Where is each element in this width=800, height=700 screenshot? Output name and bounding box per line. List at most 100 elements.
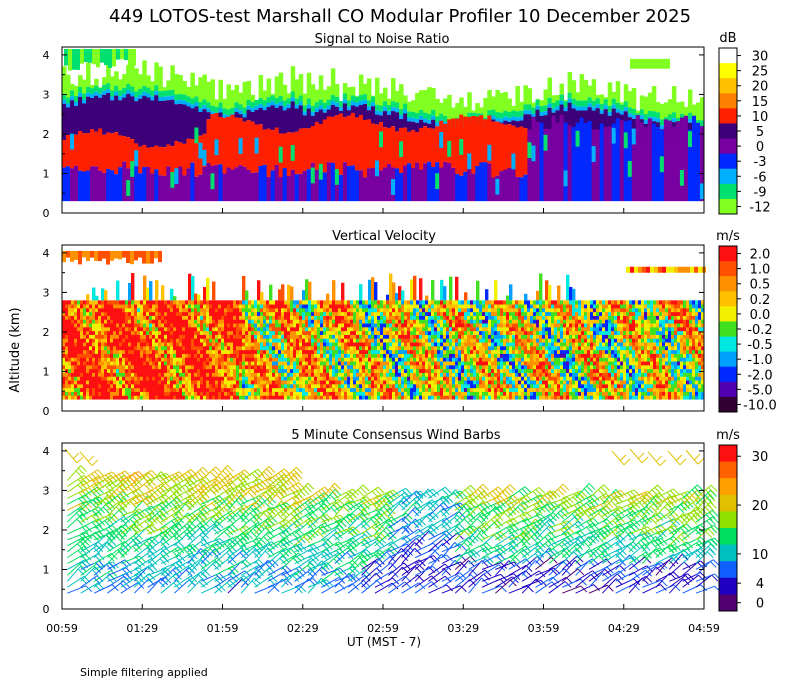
velocity-cell <box>182 383 186 389</box>
velocity-cell <box>77 319 81 324</box>
velocity-cell <box>350 357 354 362</box>
velocity-cell <box>143 300 147 305</box>
snr-cell <box>202 166 207 202</box>
velocity-cell <box>65 353 69 358</box>
velocity-cell <box>506 368 510 373</box>
velocity-cell <box>95 372 99 377</box>
velocity-cell <box>65 334 69 339</box>
velocity-cell <box>74 372 78 377</box>
velocity-cell <box>335 380 339 385</box>
velocity-cell <box>260 300 264 305</box>
velocity-cell <box>452 315 456 320</box>
velocity-cell <box>254 376 258 381</box>
snr-cell <box>523 110 528 115</box>
velocity-cell <box>383 383 387 389</box>
velocity-cell <box>260 368 264 373</box>
velocity-cell <box>161 304 165 309</box>
snr-cell <box>314 112 320 122</box>
velocity-panel-title: Vertical Velocity <box>332 229 436 244</box>
velocity-cell <box>146 342 150 347</box>
snr-cell <box>459 175 464 202</box>
snr-cell <box>278 105 284 134</box>
velocity-cell <box>335 353 339 358</box>
velocity-cell <box>437 345 441 351</box>
velocity-cell <box>362 307 366 313</box>
velocity-cell <box>209 323 213 328</box>
velocity-cell <box>230 387 234 392</box>
velocity-cell <box>422 300 426 305</box>
snr-cell <box>106 89 111 94</box>
velocity-cell <box>491 353 495 358</box>
velocity-cell <box>329 376 333 381</box>
snr-cell <box>110 76 115 91</box>
velocity-cell <box>422 353 426 358</box>
velocity-cell <box>344 307 348 313</box>
velocity-cell <box>413 345 417 351</box>
velocity-cell <box>260 376 264 381</box>
velocity-cell <box>425 364 429 370</box>
snr-cell <box>443 116 448 122</box>
velocity-cell <box>224 311 228 316</box>
velocity-cell <box>449 307 453 313</box>
velocity-cell <box>443 323 447 328</box>
velocity-cell <box>452 323 456 328</box>
velocity-cell <box>314 323 318 328</box>
velocity-cell <box>248 353 252 358</box>
velocity-cell <box>431 342 435 347</box>
velocity-cell <box>281 391 285 396</box>
velocity-cell <box>137 323 141 328</box>
velocity-cell <box>443 357 447 362</box>
velocity-cell <box>209 395 213 400</box>
velocity-cell <box>461 380 465 385</box>
velocity-plot-area <box>62 250 706 400</box>
velocity-cell <box>260 383 264 389</box>
snr-cell <box>120 48 124 60</box>
snr-cell <box>142 60 147 86</box>
velocity-cell <box>77 345 81 351</box>
velocity-cell <box>248 319 252 324</box>
velocity-cell <box>419 326 423 332</box>
velocity-cell <box>338 395 342 400</box>
velocity-cell <box>491 342 495 347</box>
velocity-cell <box>398 364 402 370</box>
velocity-cell <box>95 334 99 339</box>
velocity-cell <box>473 391 477 396</box>
velocity-cell <box>125 323 129 328</box>
velocity-cell <box>344 311 348 316</box>
velocity-cell <box>320 361 324 366</box>
snr-cell <box>266 106 272 129</box>
velocity-cell <box>149 383 153 389</box>
velocity-cell <box>155 391 159 396</box>
snr-cell <box>110 133 115 171</box>
velocity-cell <box>263 334 267 339</box>
velocity-cell <box>386 395 390 400</box>
velocity-cell <box>404 353 408 358</box>
velocity-cell <box>269 338 273 343</box>
velocity-cell <box>308 323 312 328</box>
velocity-cell <box>431 334 435 339</box>
velocity-cell <box>290 286 294 301</box>
velocity-cell <box>260 364 264 370</box>
velocity-cell <box>344 342 348 347</box>
velocity-cell <box>143 315 147 320</box>
velocity-cell <box>398 311 402 316</box>
velocity-cell <box>392 345 396 351</box>
snr-cell <box>342 93 348 100</box>
velocity-cell <box>269 304 273 309</box>
velocity-cell <box>281 395 285 400</box>
snr-cell <box>635 110 641 114</box>
snr-cell <box>274 164 280 202</box>
snr-cell <box>258 98 264 104</box>
velocity-cell <box>209 307 213 313</box>
velocity-cell <box>86 304 90 309</box>
velocity-cell <box>239 315 243 320</box>
velocity-cell <box>437 304 441 309</box>
velocity-cell <box>365 323 369 328</box>
velocity-cell <box>326 372 330 377</box>
velocity-cell <box>167 338 171 343</box>
velocity-cell <box>206 372 210 377</box>
velocity-cell <box>398 372 402 377</box>
velocity-cell <box>137 361 141 366</box>
velocity-cell <box>74 395 78 400</box>
velocity-cell <box>173 307 177 313</box>
